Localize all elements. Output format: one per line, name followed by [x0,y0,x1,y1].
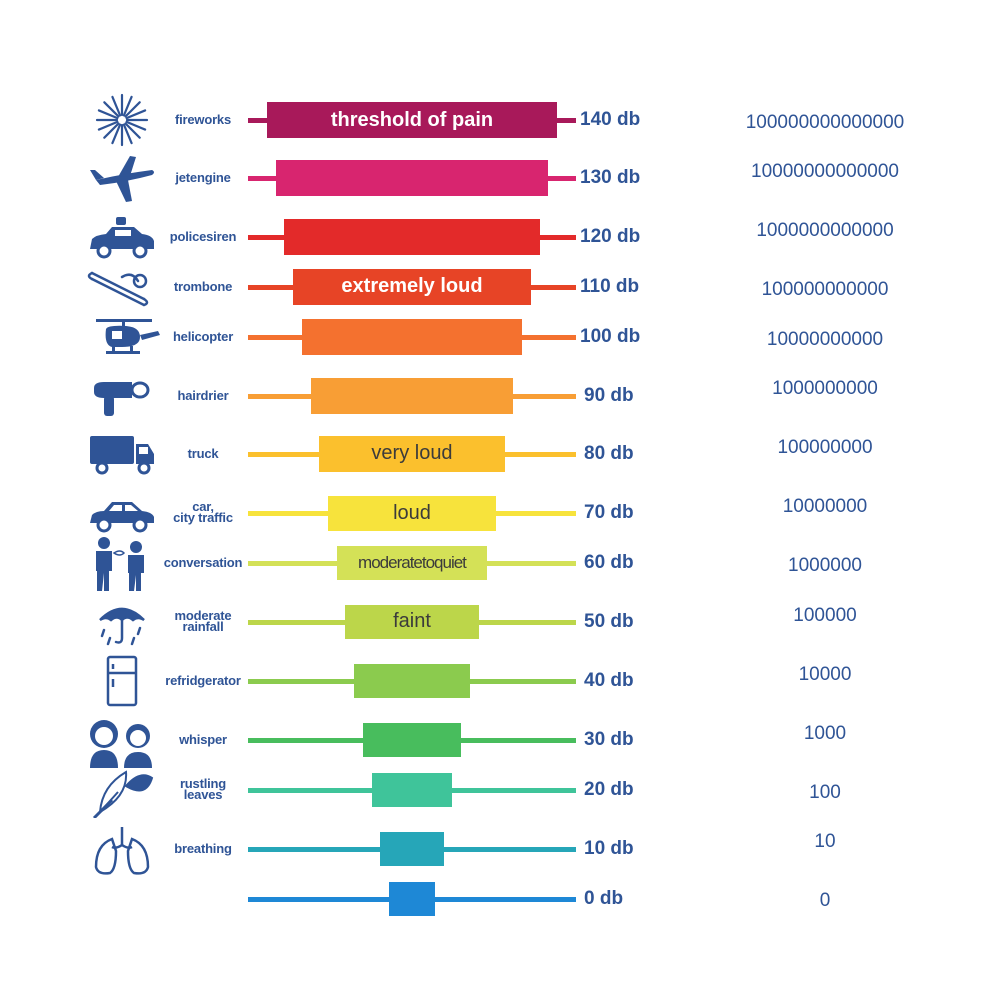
people-talking-icon [82,535,162,591]
decibel-value: 100 db [580,326,641,347]
level-bar [354,663,470,699]
decibel-value: 90 db [584,385,634,406]
sound-source-label: helicopter [172,329,234,344]
sound-source-label: trombone [173,279,233,294]
intensity-ratio: 10000000 [782,496,868,517]
intensity-ratio: 10 [814,831,836,852]
sound-source-label: rustling leaves [179,776,227,802]
level-row-10db: breathing 10 db [0,819,1000,879]
level-row-40db: refridgerator 40 db [0,651,1000,711]
leaves-icon [82,762,162,818]
decibel-value: 50 db [584,611,634,632]
level-row-0db: 0 db [0,869,1000,929]
level-bar: moderatetoquiet [336,545,488,581]
intensity-ratio: 10000 [798,664,852,685]
band-label: loud [393,501,431,524]
refrigerator-icon [82,653,162,709]
intensity-ratio: 0 [819,890,831,911]
level-row-30db: whisper 30 db [0,710,1000,770]
level-bar: faint [345,604,479,640]
decibel-value: 10 db [584,838,634,859]
trombone-icon [82,259,162,315]
truck-icon [82,426,162,482]
hairdryer-icon [82,368,162,424]
intensity-ratio: 100 [809,782,841,803]
sound-source-label: moderate rainfall [174,608,232,634]
level-bar: extremely loud [293,269,531,305]
level-row-140db: fireworks threshold of pain 140 db [0,90,1000,150]
car-icon [82,485,162,541]
decibel-value: 60 db [584,552,634,573]
lungs-icon [82,821,162,877]
decibel-value: 20 db [584,779,634,800]
level-row-130db: jetengine 130 db [0,148,1000,208]
decibel-value: 30 db [584,729,634,750]
intensity-ratio: 100000000 [777,437,873,458]
sound-source-label: hairdrier [177,388,229,403]
decibel-value: 70 db [584,502,634,523]
intensity-ratio: 100000000000 [761,279,889,300]
whisper-icon [82,712,162,768]
level-row-50db: moderate rainfall faint 50 db [0,592,1000,652]
sound-source-label: fireworks [174,112,231,127]
intensity-ratio: 10000000000000 [751,161,899,182]
sound-source-label: truck [187,446,219,461]
sound-source-label: car, city traffic [173,499,233,525]
level-bar [389,882,435,916]
level-row-80db: truck very loud 80 db [0,424,1000,484]
sound-source-label: jetengine [175,170,231,185]
intensity-ratio: 1000000 [788,555,862,576]
level-row-110db: trombone extremely loud 110 db [0,257,1000,317]
decibel-value: 40 db [584,670,634,691]
sound-source-label: breathing [174,841,232,856]
level-bar [362,722,462,758]
sound-source-label: refridgerator [165,673,241,688]
fireworks-icon [82,92,162,148]
sound-source-label: conversation [163,555,243,570]
intensity-ratio: 1000000000 [772,378,878,399]
intensity-ratio: 100000000000000 [745,112,905,133]
decibel-value: 120 db [580,226,641,247]
decibel-value: 140 db [580,109,641,130]
level-row-120db: policesiren 120 db [0,207,1000,267]
level-bar: loud [328,495,496,531]
level-bar: threshold of pain [267,102,557,138]
decibel-value: 130 db [580,167,641,188]
level-bar [301,319,523,355]
level-bar [371,772,453,808]
intensity-ratio: 100000 [793,605,857,626]
helicopter-icon [82,309,162,365]
umbrella-rain-icon [82,594,162,650]
police-car-icon [82,209,162,265]
level-row-60db: conversation moderatetoquiet 60 db [0,533,1000,593]
band-label: faint [393,610,431,633]
decibel-value: 0 db [584,888,624,909]
band-label: extremely loud [341,275,483,298]
intensity-ratio: 10000000000 [766,329,884,350]
band-label: moderatetoquiet [358,552,467,572]
level-bar [380,831,444,867]
decibel-value: 80 db [584,443,634,464]
level-bar [275,160,549,196]
level-bar: very loud [319,436,505,472]
band-label: threshold of pain [330,108,494,131]
level-row-20db: rustling leaves 20 db [0,760,1000,820]
level-row-90db: hairdrier 90 db [0,366,1000,426]
level-row-100db: helicopter 100 db [0,307,1000,367]
band-label: very loud [371,442,453,465]
intensity-ratio: 1000000000000 [756,220,894,241]
level-row-70db: car, city traffic loud 70 db [0,483,1000,543]
level-bar [310,378,514,414]
jet-plane-icon [82,150,162,206]
level-bar [284,219,540,255]
sound-source-label: policesiren [169,229,237,244]
decibel-value: 110 db [580,276,640,297]
intensity-ratio: 1000 [803,723,847,744]
sound-source-label: whisper [179,732,227,747]
